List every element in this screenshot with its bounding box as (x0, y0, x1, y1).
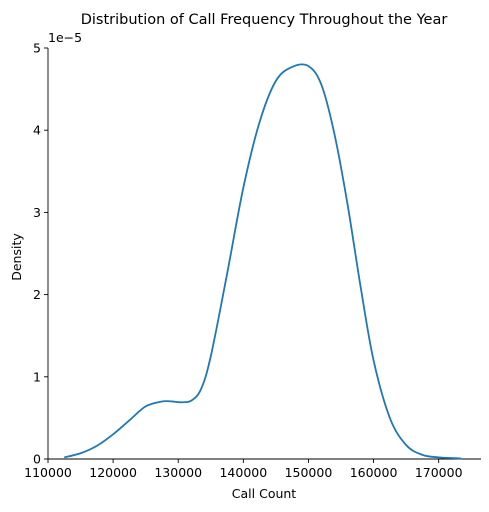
y-axis-label: Density (9, 233, 24, 281)
x-tick-label: 130000 (154, 465, 202, 480)
chart-title: Distribution of Call Frequency Throughou… (81, 12, 448, 28)
y-tick-label: 3 (33, 205, 41, 220)
x-tick-label: 140000 (219, 465, 267, 480)
x-axis-label: Call Count (232, 486, 297, 501)
x-tick-label: 160000 (350, 465, 398, 480)
y-tick-label: 5 (33, 41, 41, 56)
plot-area: 110000 120000 130000 140000 150000 160000 1700… (24, 41, 481, 481)
x-tick-label: 170000 (415, 465, 463, 480)
x-tick-label: 120000 (89, 465, 137, 480)
density-line (64, 64, 461, 458)
y-tick-label: 4 (33, 123, 41, 138)
y-tick-label: 1 (33, 369, 41, 384)
x-tick-label: 110000 (24, 465, 72, 480)
x-tick-label: 150000 (285, 465, 333, 480)
y-axis-multiplier: 1e−5 (48, 30, 82, 45)
y-tick-label: 0 (33, 452, 41, 467)
y-tick-label: 2 (33, 287, 41, 302)
